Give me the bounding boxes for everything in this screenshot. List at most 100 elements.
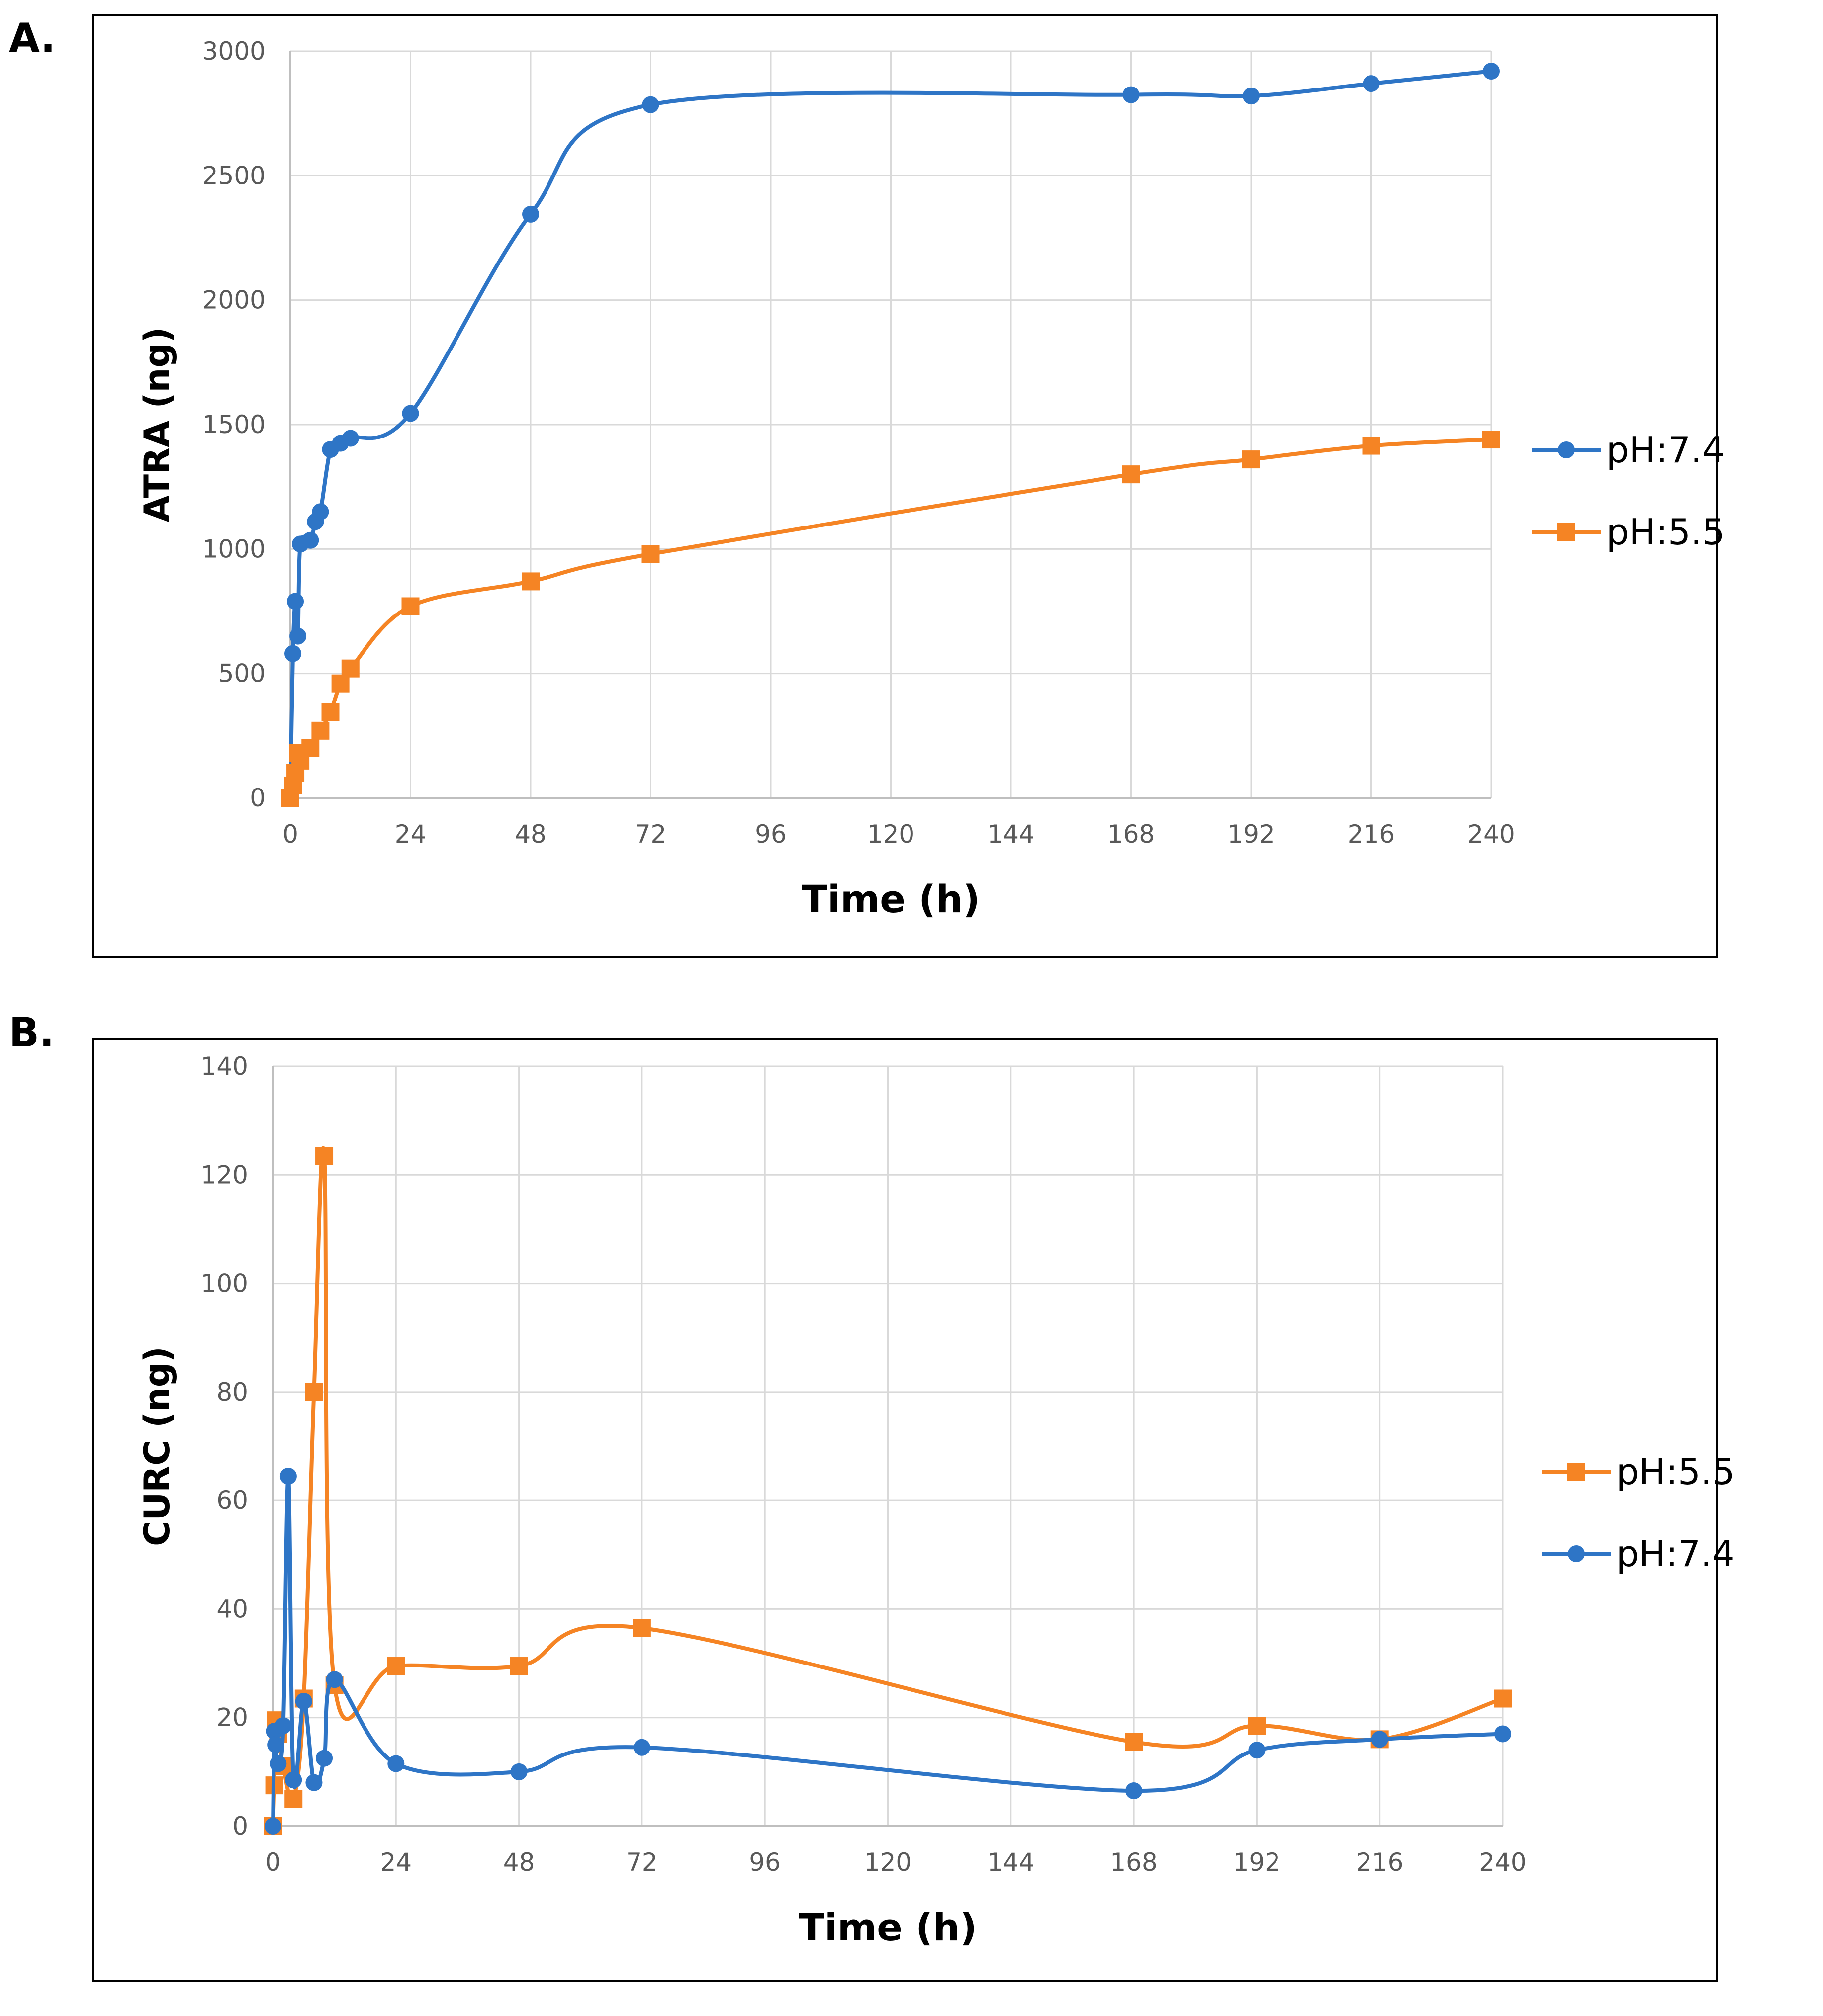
legend-item: pH:7.4 xyxy=(1532,429,1725,471)
x-tick-label: 192 xyxy=(1227,820,1275,849)
x-tick-label: 144 xyxy=(987,1848,1034,1877)
data-point xyxy=(1482,431,1500,449)
y-tick-label: 60 xyxy=(216,1486,248,1515)
x-tick-label: 72 xyxy=(626,1848,658,1877)
x-axis-title: Time (h) xyxy=(799,1905,977,1949)
y-tick-label: 120 xyxy=(201,1160,248,1189)
data-point xyxy=(285,1771,302,1789)
x-tick-label: 48 xyxy=(515,820,547,849)
data-point xyxy=(1363,75,1380,92)
data-point xyxy=(510,1657,528,1675)
data-point xyxy=(312,503,329,521)
data-point xyxy=(1243,88,1260,105)
legend-label: pH:5.5 xyxy=(1616,1451,1735,1492)
data-point xyxy=(642,96,659,113)
legend-marker xyxy=(1567,1463,1585,1481)
data-point xyxy=(305,1774,323,1791)
data-point xyxy=(633,1739,650,1756)
data-point xyxy=(331,674,350,693)
y-tick-label: 0 xyxy=(232,1812,248,1841)
data-point xyxy=(1371,1731,1388,1748)
x-tick-label: 240 xyxy=(1479,1848,1526,1877)
legend-item: pH:5.5 xyxy=(1542,1451,1735,1492)
x-tick-label: 144 xyxy=(987,820,1034,849)
legend: pH:7.4 pH:5.5 xyxy=(1532,429,1725,553)
data-point xyxy=(1248,1742,1266,1759)
y-tick-label: 80 xyxy=(216,1378,248,1406)
data-point xyxy=(270,1755,287,1772)
data-point xyxy=(315,1147,334,1165)
chart-panel-b: 0 24 48 72 96 120 144 168 192 216 240 0 20 40 60 80 100 1… xyxy=(92,1038,1735,1982)
data-point xyxy=(341,659,360,678)
y-tick-label: 1000 xyxy=(202,534,266,563)
x-tick-label: 168 xyxy=(1110,1848,1157,1877)
data-point xyxy=(284,1790,303,1808)
data-point xyxy=(305,1383,323,1401)
data-point xyxy=(301,739,320,757)
y-tick-label: 40 xyxy=(216,1594,248,1623)
x-tick-label: 48 xyxy=(503,1848,535,1877)
x-tick-label: 24 xyxy=(380,1848,412,1877)
data-point xyxy=(1125,1782,1143,1800)
x-tick-label: 96 xyxy=(755,820,787,849)
data-point xyxy=(387,1755,405,1772)
data-point xyxy=(1242,450,1260,469)
data-point xyxy=(1125,1733,1143,1751)
data-point xyxy=(633,1619,651,1637)
x-axis-title: Time (h) xyxy=(802,877,980,921)
data-point xyxy=(279,1468,297,1485)
y-tick-label: 0 xyxy=(250,784,266,812)
y-tick-label: 20 xyxy=(216,1703,248,1732)
series-ph-7-4 xyxy=(282,63,1500,806)
data-point xyxy=(284,645,302,662)
chart-frame xyxy=(92,1038,1718,1982)
y-tick-label: 140 xyxy=(201,1052,248,1081)
data-point xyxy=(267,1736,284,1753)
x-tick-label: 240 xyxy=(1467,820,1515,849)
data-point xyxy=(287,593,304,610)
legend-item: pH:5.5 xyxy=(1532,511,1725,553)
x-tick-label: 192 xyxy=(1233,1848,1280,1877)
panel-b-letter: B. xyxy=(9,1009,55,1055)
data-point xyxy=(326,1671,343,1688)
data-point xyxy=(274,1717,292,1735)
x-tick-label: 72 xyxy=(635,820,667,849)
y-tick-label: 500 xyxy=(218,659,266,688)
x-tick-label: 216 xyxy=(1356,1848,1403,1877)
y-tick-label: 1500 xyxy=(202,410,266,439)
data-point xyxy=(289,627,307,645)
data-point xyxy=(321,703,340,721)
data-point xyxy=(1362,437,1380,455)
data-point xyxy=(387,1657,405,1675)
y-axis-title: ATRA (ng) xyxy=(137,327,178,523)
data-point xyxy=(522,572,540,591)
data-point xyxy=(1248,1717,1266,1735)
x-tick-label: 24 xyxy=(395,820,427,849)
y-axis-title: CURC (ng) xyxy=(137,1346,178,1546)
x-tick-label: 216 xyxy=(1348,820,1395,849)
panel-a-letter: A. xyxy=(9,15,56,61)
series-ph-5-5 xyxy=(281,431,1500,807)
legend-label: pH:7.4 xyxy=(1606,429,1725,471)
data-point xyxy=(265,1818,281,1835)
x-tick-label: 120 xyxy=(867,820,914,849)
y-tick-label: 100 xyxy=(201,1269,248,1298)
x-tick-label: 96 xyxy=(749,1848,781,1877)
legend-marker xyxy=(1557,523,1575,541)
data-point xyxy=(295,1692,312,1710)
x-tick-label: 168 xyxy=(1107,820,1155,849)
data-point xyxy=(522,205,539,223)
chart-frame xyxy=(92,14,1718,958)
chart-panel-a: 0 24 48 72 96 120 144 168 192 216 240 0 500 1000 1500 2… xyxy=(92,14,1725,958)
data-point xyxy=(1122,465,1140,484)
legend-label: pH:7.4 xyxy=(1616,1533,1735,1575)
legend-label: pH:5.5 xyxy=(1606,511,1725,553)
data-point xyxy=(1122,86,1140,103)
data-point xyxy=(302,531,319,549)
y-tick-label: 2000 xyxy=(202,286,266,315)
data-point xyxy=(401,597,420,615)
data-point xyxy=(342,430,359,447)
legend-marker xyxy=(1568,1545,1585,1562)
legend-item: pH:7.4 xyxy=(1542,1533,1735,1575)
